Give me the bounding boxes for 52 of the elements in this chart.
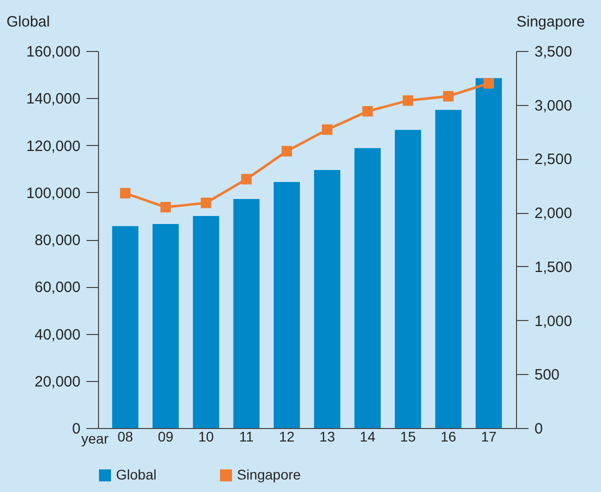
bar (476, 78, 502, 428)
point (322, 124, 332, 135)
point (443, 90, 454, 102)
y2-axis-title: Singapore (516, 14, 585, 30)
y-tick-label: 20,000 (34, 373, 80, 390)
y2-tick-label: 0 (534, 420, 543, 438)
point (282, 146, 292, 156)
y2-tick-label: 500 (534, 366, 560, 384)
legend-label: Singapore (237, 466, 302, 482)
x-tick-label: 14 (360, 428, 376, 444)
y2-tick-label: 3,500 (534, 44, 572, 60)
y2-tick-label: 3,000 (534, 97, 572, 114)
bar (233, 198, 260, 428)
bar (192, 216, 220, 428)
point (241, 174, 252, 184)
x-tick-label: 17 (480, 428, 497, 444)
x-tick-label: 09 (158, 428, 174, 444)
x-tick-label: 13 (319, 428, 336, 444)
x-tick-label: 10 (198, 428, 214, 444)
bar (152, 224, 179, 428)
bar (112, 226, 138, 428)
x-tick-label: 15 (400, 428, 416, 444)
bar (354, 148, 381, 428)
bar (274, 182, 300, 428)
x-tick-label: 11 (239, 428, 254, 444)
y-tick-label: 40,000 (34, 326, 80, 344)
y2-tick-label: 2,500 (534, 151, 572, 168)
y-tick-label: 160,000 (26, 44, 80, 60)
point (402, 95, 414, 106)
y-axis-title: Global (6, 14, 50, 30)
point (160, 202, 171, 212)
y2-tick-label: 2,000 (534, 205, 572, 222)
y-tick-label: 100,000 (26, 184, 80, 202)
point (120, 188, 131, 198)
legend-label: Global (116, 466, 156, 482)
y2-tick-label: 1,000 (534, 312, 572, 330)
y-tick-label: 80,000 (34, 232, 80, 249)
y2-tick-label: 1,500 (534, 258, 572, 276)
point (362, 106, 373, 117)
x-tick-label: 16 (440, 428, 456, 444)
bar (394, 130, 422, 428)
x-axis-title: year (81, 430, 109, 446)
point (200, 198, 212, 208)
y-tick-label: 120,000 (26, 138, 80, 155)
y-tick-label: 140,000 (26, 90, 80, 108)
bar (435, 110, 462, 428)
bar (314, 170, 340, 428)
point (483, 78, 494, 89)
x-tick-label: 08 (117, 428, 134, 444)
y-tick-label: 60,000 (34, 279, 80, 296)
y-tick-label: 0 (72, 420, 80, 438)
x-tick-label: 12 (279, 428, 295, 444)
